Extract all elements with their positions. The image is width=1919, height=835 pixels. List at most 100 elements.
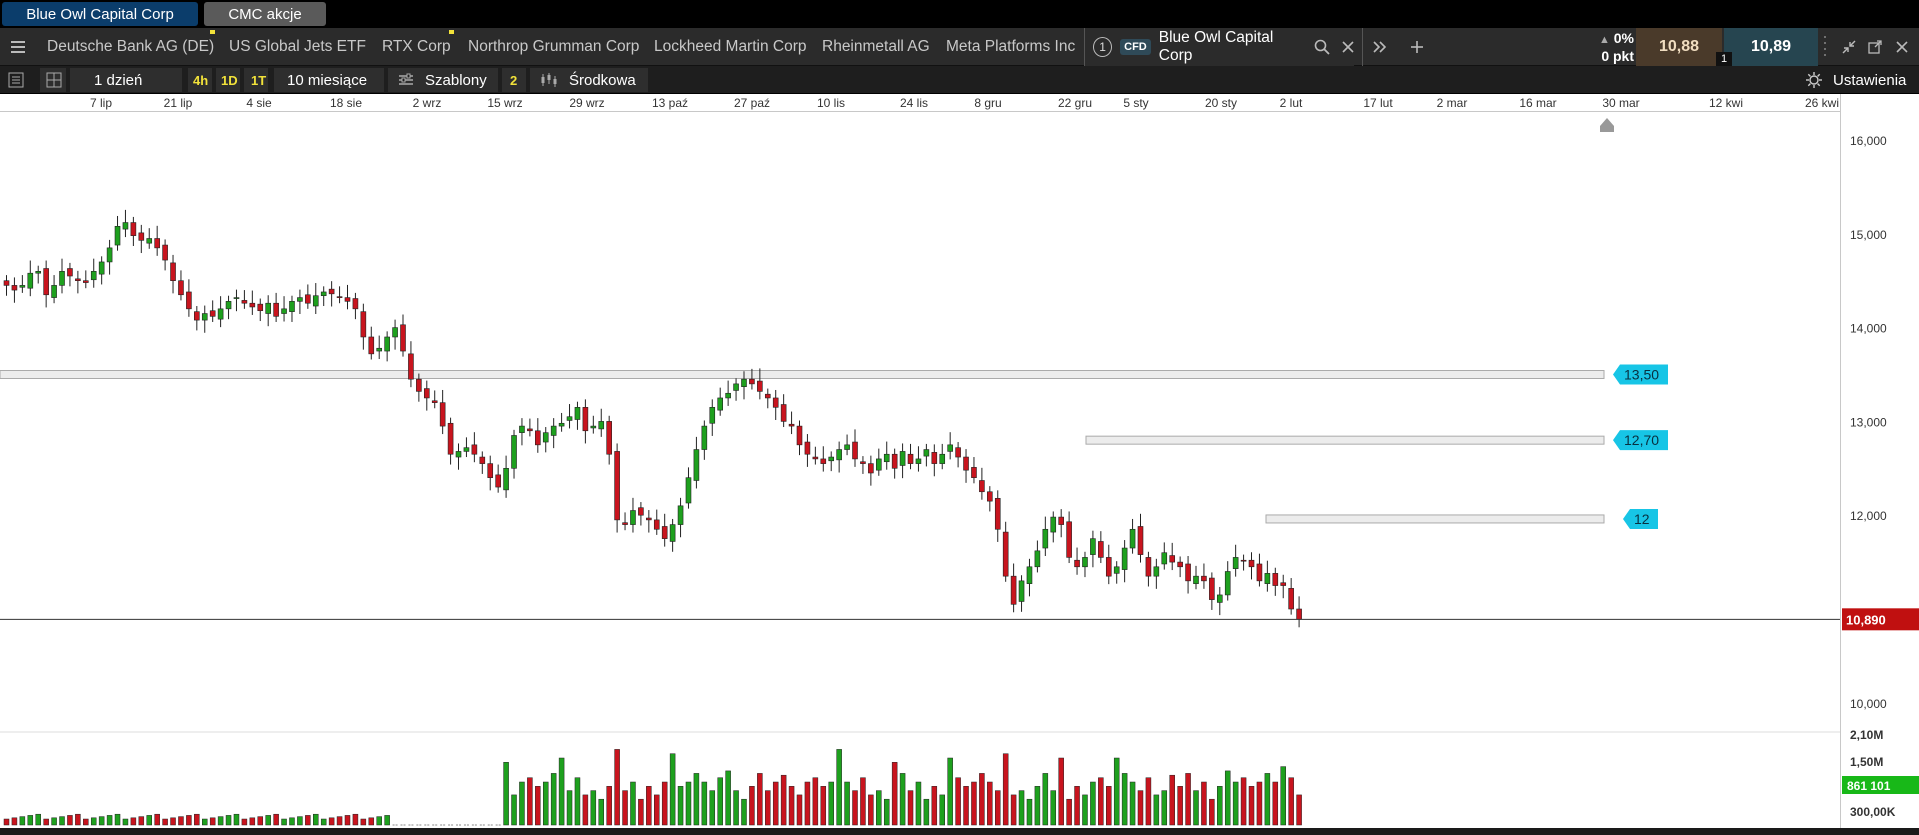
candle-body xyxy=(693,449,700,481)
price-tick: 10,000 xyxy=(1850,697,1887,711)
candle-body xyxy=(217,308,224,320)
volume-bar xyxy=(852,790,858,826)
volume-bar xyxy=(186,815,192,826)
candle-body xyxy=(162,244,168,261)
candle-body xyxy=(1058,516,1064,525)
window-tab-blue-owl[interactable]: Blue Owl Capital Corp xyxy=(2,2,198,26)
instrument-tab-rheinmetall[interactable]: Rheinmetall AG xyxy=(822,38,930,55)
instrument-tab-deutsche-bank[interactable]: Deutsche Bank AG (DE) xyxy=(47,38,215,55)
volume-bar xyxy=(130,817,137,826)
candle-body xyxy=(336,296,343,298)
period-dropdown[interactable] xyxy=(274,68,384,92)
candle-body xyxy=(796,425,803,446)
quick-1t-button[interactable] xyxy=(244,68,268,92)
instrument-tab-active[interactable]: 1 CFD Blue Owl Capital Corp xyxy=(1084,28,1354,66)
candle-body xyxy=(709,407,716,424)
volume-bar xyxy=(265,815,271,826)
candle-body xyxy=(1232,557,1239,569)
menu-icon[interactable] xyxy=(0,28,36,66)
volume-bar xyxy=(313,813,319,826)
popout-icon[interactable] xyxy=(1862,28,1888,66)
search-icon[interactable] xyxy=(1314,39,1330,55)
candle-body xyxy=(146,238,153,244)
current-price-label: 10,890 xyxy=(1846,612,1886,627)
change-points: 0 pkt xyxy=(1601,48,1634,64)
candle-body xyxy=(1288,588,1294,610)
templates-count-button[interactable] xyxy=(502,68,526,92)
settings-label[interactable]: Ustawienia xyxy=(1833,71,1907,89)
volume-bar xyxy=(1169,774,1175,826)
candle-body xyxy=(312,295,319,307)
volume-bar xyxy=(1288,777,1294,826)
instrument-tab-meta[interactable]: Meta Platforms Inc xyxy=(946,38,1076,55)
close-icon[interactable] xyxy=(1342,41,1354,53)
instrument-tab-lockheed[interactable]: Lockheed Martin Corp xyxy=(654,38,807,55)
quick-1t-label: 1T xyxy=(251,72,267,88)
volume-bar xyxy=(899,773,906,826)
volume-bar xyxy=(1193,790,1199,826)
instrument-tab-us-global-jets[interactable]: US Global Jets ETF xyxy=(229,28,366,66)
volume-bar xyxy=(241,818,248,826)
candle-body xyxy=(1129,528,1136,549)
instrument-tab-bar: Deutsche Bank AG (DE) US Global Jets ETF… xyxy=(0,28,1919,66)
candle-body xyxy=(519,425,525,433)
volume-bar xyxy=(1058,757,1064,826)
candle-body xyxy=(1082,557,1088,568)
candle-body xyxy=(598,421,605,430)
templates-count: 2 xyxy=(510,72,518,88)
volume-bar xyxy=(923,798,930,826)
buy-price-button[interactable]: 10,89 xyxy=(1724,28,1818,66)
current-volume-box xyxy=(1842,776,1919,794)
collapse-icon[interactable] xyxy=(1836,28,1862,66)
candle-body xyxy=(1264,573,1271,584)
volume-bar xyxy=(1066,798,1072,826)
resize-handle-icon[interactable] xyxy=(1818,28,1832,66)
candle-body xyxy=(249,302,256,308)
volume-bar xyxy=(75,813,81,826)
date-tick: 5 sty xyxy=(1123,96,1149,110)
candle-body xyxy=(535,430,541,446)
volume-bar xyxy=(289,817,295,826)
candle-body xyxy=(852,441,858,460)
volume-bar xyxy=(915,781,922,826)
quick-1d-button[interactable] xyxy=(216,68,240,92)
candle-body xyxy=(899,451,906,466)
candle-body xyxy=(114,225,121,246)
candle-body xyxy=(915,458,922,464)
change-percent: 0% xyxy=(1613,30,1634,46)
volume-bar xyxy=(1145,777,1152,826)
candle-body xyxy=(178,280,184,296)
candle-body xyxy=(1272,573,1279,586)
add-tab-icon[interactable] xyxy=(1400,28,1434,66)
volume-bar xyxy=(257,816,264,826)
list-icon[interactable] xyxy=(8,68,24,92)
candle-body xyxy=(741,378,747,387)
volume-bar xyxy=(598,798,604,826)
interval-dropdown[interactable] xyxy=(70,68,182,92)
settings-icon[interactable] xyxy=(1806,68,1822,92)
volume-bar xyxy=(1106,786,1112,826)
sell-price-button[interactable]: 10,88 xyxy=(1636,28,1722,66)
volume-bar xyxy=(844,781,850,826)
volume-bar xyxy=(661,781,668,826)
candle-body xyxy=(1074,559,1080,568)
volume-bar xyxy=(249,817,256,826)
volume-bar xyxy=(90,817,97,826)
candle-body xyxy=(820,458,827,464)
instrument-tab-northrop[interactable]: Northrop Grumman Corp xyxy=(468,38,640,55)
volume-bar xyxy=(1098,777,1104,826)
candle-body xyxy=(1034,550,1041,568)
candle-body xyxy=(408,353,414,380)
instrument-tab-rtx[interactable]: RTX Corp xyxy=(382,38,451,55)
close-window-icon[interactable] xyxy=(1888,28,1916,66)
price-change: ▲ 0% 0 pkt xyxy=(1570,30,1634,64)
volume-bar xyxy=(83,818,89,826)
volume-bar xyxy=(225,815,232,826)
volume-bar xyxy=(336,816,343,826)
quick-4h-button[interactable] xyxy=(188,68,212,92)
window-tab-cmc-akcje[interactable]: CMC akcje xyxy=(204,2,326,26)
volume-bar xyxy=(947,757,953,826)
more-tabs-icon[interactable] xyxy=(1362,28,1396,66)
volume-bar xyxy=(98,816,105,826)
